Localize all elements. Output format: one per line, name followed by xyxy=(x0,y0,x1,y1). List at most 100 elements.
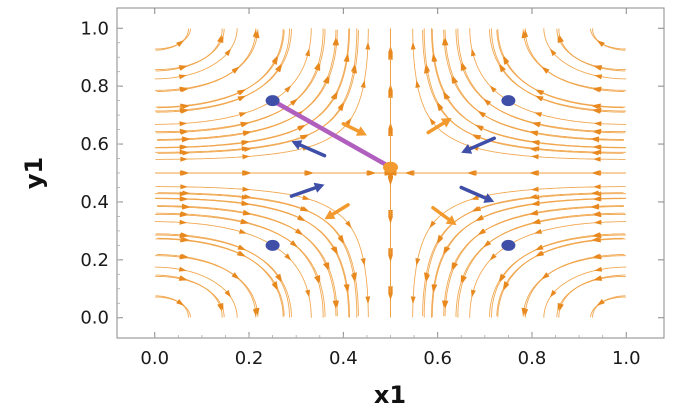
stream-arrowhead xyxy=(242,209,251,215)
stream-arrowhead xyxy=(231,272,240,279)
stream-arrowhead xyxy=(410,296,416,305)
stream-arrowhead xyxy=(315,63,321,71)
stream-arrowhead xyxy=(437,236,444,244)
stream-arrowhead xyxy=(483,240,492,248)
stream-arrowhead xyxy=(594,65,603,70)
stream-arrowhead xyxy=(592,253,601,259)
stream-arrowhead xyxy=(460,63,466,71)
stream-arrowhead xyxy=(425,274,431,282)
stream-arrowhead xyxy=(237,95,246,102)
orange-arrow-shaft xyxy=(341,122,361,134)
stream-arrowhead xyxy=(473,134,482,140)
stream-arrowhead xyxy=(305,48,310,57)
stream-arrowhead xyxy=(503,57,509,65)
x-tick-label: 0.4 xyxy=(329,348,358,369)
x-axis-title: x1 xyxy=(374,381,406,409)
stream-arrowhead xyxy=(591,170,599,176)
stream-arrowhead xyxy=(338,234,345,243)
stream-arrowhead xyxy=(498,64,506,73)
orange-arrow-shaft xyxy=(426,120,447,135)
stream-arrowhead xyxy=(594,74,603,80)
stream-arrowhead xyxy=(477,228,486,236)
blue-arrow-head xyxy=(483,193,495,203)
stream-arrowhead xyxy=(365,296,371,305)
stream-arrowhead xyxy=(429,220,436,229)
stream-arrowhead xyxy=(284,253,292,261)
stream-arrowhead xyxy=(404,170,413,176)
stream-arrowhead xyxy=(431,284,437,293)
y-axis-title: y1 xyxy=(20,157,48,189)
stream-arrowhead xyxy=(240,121,249,127)
x-tick-label: 0.8 xyxy=(518,348,547,369)
stream-arrowhead xyxy=(388,216,393,224)
stream-arrowhead xyxy=(224,289,232,298)
streamline xyxy=(155,29,292,112)
streamline xyxy=(431,198,626,318)
stream-arrowhead xyxy=(180,156,188,162)
stream-arrowhead xyxy=(388,292,393,301)
stream-arrowhead xyxy=(360,80,366,88)
stream-arrowhead xyxy=(531,154,539,160)
stream-arrowhead xyxy=(530,130,538,136)
stream-arrowhead xyxy=(322,75,329,84)
stream-arrowhead xyxy=(593,107,602,113)
streamline xyxy=(155,28,369,160)
stream-arrowhead xyxy=(179,233,188,239)
stream-arrowhead xyxy=(592,144,601,150)
streamline xyxy=(155,186,369,318)
stream-arrowhead xyxy=(532,121,541,127)
stream-arrowhead xyxy=(442,300,447,309)
stream-arrowhead xyxy=(299,134,308,140)
y-tick-label: 0.4 xyxy=(80,192,109,213)
stream-arrowhead xyxy=(594,266,603,272)
stream-arrowhead xyxy=(529,170,537,176)
stream-arrowhead xyxy=(224,48,232,57)
stream-arrowhead xyxy=(531,186,539,192)
stream-arrowhead xyxy=(243,170,251,176)
stream-arrowhead xyxy=(535,95,544,102)
stream-arrowhead xyxy=(471,48,476,57)
stream-arrowhead xyxy=(592,196,601,202)
streamline xyxy=(422,30,626,153)
stream-arrowhead xyxy=(179,254,188,260)
stream-arrowhead xyxy=(297,125,305,132)
stream-arrowhead xyxy=(179,212,188,218)
stream-arrowhead xyxy=(536,250,545,257)
stream-arrowhead xyxy=(179,196,188,201)
overlay-layer xyxy=(265,95,516,251)
stream-arrowhead xyxy=(593,156,601,162)
stream-arrowhead xyxy=(470,195,479,200)
stream-arrowhead xyxy=(593,237,601,243)
stream-arrowhead xyxy=(179,121,188,127)
stream-arrowhead xyxy=(415,258,421,266)
stream-arrowhead xyxy=(330,246,337,254)
stream-arrowhead xyxy=(415,80,421,88)
stream-arrowhead xyxy=(436,103,443,112)
blue-arrow-shaft xyxy=(289,185,318,198)
streamline xyxy=(543,28,627,80)
stream-arrowhead xyxy=(254,307,260,316)
stream-arrowhead xyxy=(499,274,506,282)
orange-arrow-shaft xyxy=(330,203,350,217)
stream-arrowhead xyxy=(466,170,475,176)
stream-arrowhead xyxy=(531,146,540,152)
stream-arrowhead xyxy=(179,86,188,92)
stream-arrowhead xyxy=(410,41,416,50)
stream-arrowhead xyxy=(345,220,352,229)
stream-arrowhead xyxy=(596,40,605,47)
stream-arrowhead xyxy=(489,85,497,93)
stream-arrowhead xyxy=(237,244,246,251)
stream-arrowhead xyxy=(388,88,393,96)
stream-arrowhead xyxy=(238,251,246,257)
y-tick-label: 0.6 xyxy=(80,134,109,155)
stream-arrowhead xyxy=(388,254,393,262)
y-tick-label: 0.0 xyxy=(80,308,109,329)
stream-arrowhead xyxy=(531,140,540,145)
stream-arrowhead xyxy=(534,112,543,118)
stream-arrowhead xyxy=(593,184,601,190)
stream-arrowhead xyxy=(489,253,497,261)
stream-arrowhead xyxy=(178,276,187,281)
stream-arrowhead xyxy=(557,35,563,44)
stream-arrowhead xyxy=(475,124,483,131)
stream-arrowhead xyxy=(388,49,393,58)
